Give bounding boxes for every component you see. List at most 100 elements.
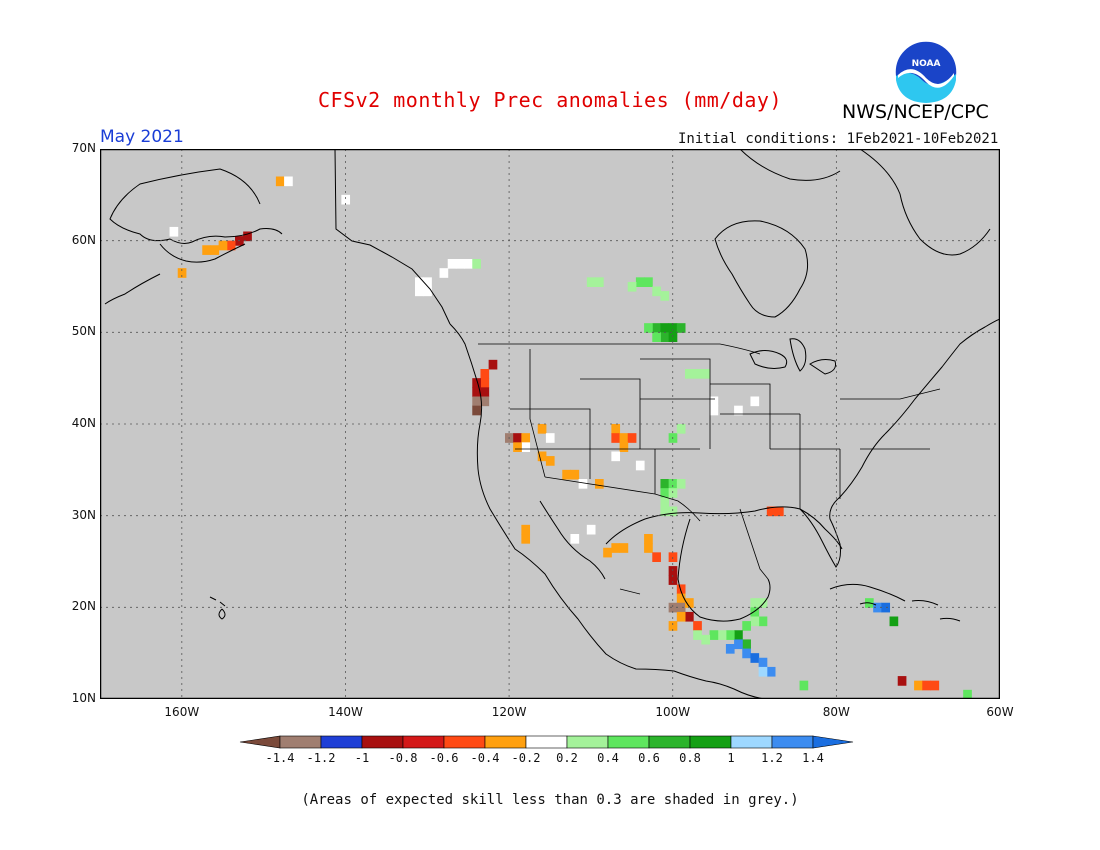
latitude-label: 60N	[71, 232, 96, 247]
anomaly-cell	[455, 259, 465, 269]
anomaly-cell	[578, 479, 588, 489]
anomaly-cell	[570, 534, 580, 544]
anomaly-cell	[750, 598, 760, 608]
color-bar-tick-label: 0.6	[638, 751, 660, 765]
anomaly-cell	[537, 424, 547, 434]
color-bar-tick-label: 0.4	[597, 751, 619, 765]
anomaly-cell	[734, 630, 743, 640]
anomaly-cell	[439, 268, 449, 278]
latitude-label: 30N	[71, 507, 96, 522]
anomaly-cell	[513, 442, 522, 452]
anomaly-cell	[226, 240, 236, 251]
anomaly-cell	[644, 323, 653, 333]
anomaly-cell	[676, 593, 686, 604]
anomaly-cell	[660, 323, 670, 333]
color-bar-tick-label: 1.4	[802, 751, 824, 765]
anomaly-cell	[480, 369, 490, 379]
latitude-label: 50N	[71, 324, 96, 339]
color-bar-swatch	[730, 735, 773, 749]
anomaly-cell	[521, 524, 531, 535]
color-bar-swatch	[812, 735, 854, 749]
anomaly-cell	[660, 506, 670, 517]
color-bar-tick-label: -0.8	[389, 751, 418, 765]
anomaly-cell	[177, 268, 187, 278]
color-bar-swatch	[689, 735, 732, 749]
anomaly-cell	[169, 226, 179, 237]
anomaly-cell	[652, 286, 661, 297]
color-bar-tick-label: -0.4	[471, 751, 500, 765]
color-bar-swatch	[566, 735, 609, 749]
anomaly-cell	[676, 323, 686, 333]
anomaly-cell	[660, 497, 670, 507]
anomaly-cell	[586, 277, 596, 287]
anomaly-cell	[464, 259, 473, 269]
anomaly-cell	[660, 291, 670, 301]
color-bar-swatch	[648, 735, 691, 749]
anomaly-cell	[521, 534, 531, 544]
anomaly-cell	[701, 634, 711, 645]
anomaly-cell	[611, 424, 621, 434]
anomaly-cell	[480, 387, 490, 397]
anomaly-cell	[775, 506, 784, 517]
precip-anomaly-map	[100, 149, 1000, 699]
anomaly-cell	[676, 602, 686, 613]
anomaly-cell	[635, 460, 645, 471]
anomaly-cell	[415, 286, 424, 297]
anomaly-cell	[668, 323, 678, 333]
latitude-label: 70N	[71, 141, 96, 155]
anomaly-cell	[668, 506, 678, 517]
color-bar-tick-label: 1	[727, 751, 734, 765]
anomaly-cell	[750, 396, 760, 407]
logo-text: NOAA	[912, 59, 941, 69]
anomaly-cell	[758, 666, 768, 677]
anomaly-cell	[750, 616, 760, 627]
anomaly-cell	[668, 575, 678, 585]
color-bar-tick-label: 1.2	[761, 751, 783, 765]
anomaly-cell	[243, 231, 252, 242]
anomaly-cell	[480, 396, 490, 407]
anomaly-cell	[627, 433, 637, 443]
anomaly-cell	[210, 245, 220, 255]
anomaly-cell	[545, 433, 555, 443]
anomaly-cell	[595, 479, 604, 489]
anomaly-cell	[570, 469, 580, 480]
longitude-label: 60W	[986, 705, 1014, 719]
longitude-label: 160W	[164, 705, 200, 719]
anomaly-cell	[472, 405, 481, 416]
color-bar-tick-label: -0.2	[512, 751, 541, 765]
anomaly-cell	[521, 442, 531, 452]
chart-title: CFSv2 monthly Prec anomalies (mm/day)	[317, 88, 783, 112]
longitude-label: 80W	[822, 705, 850, 719]
anomaly-cell	[668, 479, 678, 489]
anomaly-cell	[742, 621, 751, 631]
anomaly-cell	[709, 630, 719, 640]
anomaly-cell	[897, 676, 907, 686]
anomaly-cell	[734, 405, 743, 416]
longitude-label: 120W	[491, 705, 527, 719]
anomaly-cell	[652, 323, 661, 333]
anomaly-cell	[685, 598, 694, 608]
anomaly-cell	[611, 543, 621, 553]
anomaly-cell	[693, 621, 702, 631]
anomaly-cell	[472, 259, 481, 269]
anomaly-cell	[922, 680, 931, 691]
anomaly-cell	[889, 616, 899, 627]
anomaly-cell	[685, 369, 694, 379]
coastlines	[104, 149, 1000, 699]
anomaly-cell	[963, 689, 972, 699]
lat-lon-grid	[100, 149, 1000, 699]
anomaly-cell	[635, 277, 645, 287]
anomaly-cell	[660, 488, 670, 498]
longitude-label: 100W	[655, 705, 691, 719]
anomaly-cell	[595, 277, 604, 287]
color-bar-tick-label: -0.6	[430, 751, 459, 765]
anomaly-cell	[709, 405, 719, 416]
initial-conditions-label: Initial conditions: 1Feb2021-10Feb2021	[678, 131, 999, 147]
anomaly-cell	[725, 644, 735, 654]
color-bar-ticks: -1.4 -1.2 -1 -0.8 -0.6 -0.4 -0.2 0.2 0.4 0.6 0.8 1 1…	[266, 751, 824, 765]
latitude-label: 10N	[71, 691, 96, 705]
anomaly-cell	[644, 277, 653, 287]
anomaly-cell	[742, 639, 751, 650]
anomaly-cell	[472, 396, 481, 407]
color-bar-tick-label: -1.2	[307, 751, 336, 765]
